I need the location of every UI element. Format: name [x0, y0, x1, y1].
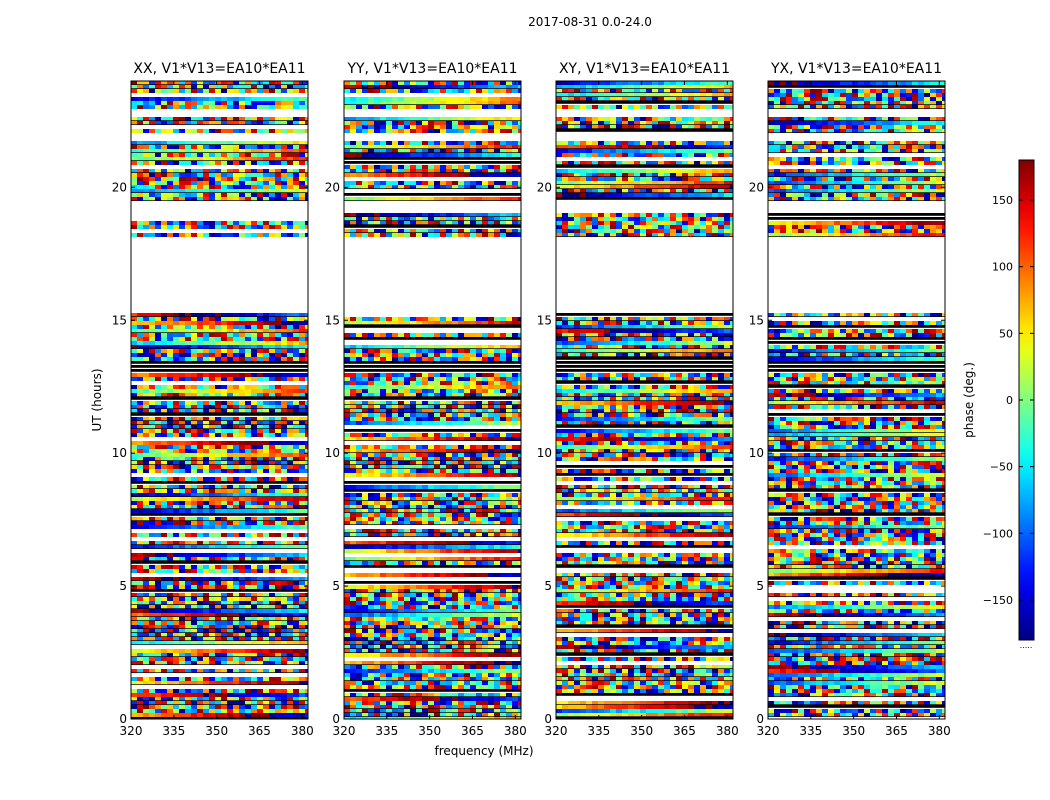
phase-heatmap [556, 81, 733, 719]
y-tick-label: 0 [119, 712, 127, 726]
colorbar: 150 100 50 0 −50 −100 −150 [983, 159, 1035, 641]
y-tick-label: 5 [119, 579, 127, 593]
y-tick-label: 20 [325, 180, 340, 194]
colorbar-tick-label: −50 [990, 461, 1013, 474]
panel-title: XY, V1*V13=EA10*EA11 [559, 61, 730, 77]
y-tick-label: 15 [112, 313, 127, 327]
x-axis-label: frequency (MHz) [434, 744, 533, 758]
panel-yx: YX, V1*V13=EA10*EA11 320 335 350 365 380 0 5 10 1… [749, 61, 951, 738]
y-tick-label: 5 [756, 579, 764, 593]
x-tick-label: 365 [673, 724, 696, 738]
figure-suptitle: 2017-08-31 0.0-24.0 [528, 15, 652, 29]
colorbar-tick-label: −100 [983, 527, 1013, 540]
y-tick-label: 5 [332, 579, 340, 593]
panel-xx: XX, V1*V13=EA10*EA11 320 335 350 365 380 0 5 10 1… [112, 61, 314, 738]
colorbar-tick-label: 150 [992, 194, 1013, 207]
y-tick-label: 10 [112, 446, 127, 460]
y-tick-label: 0 [756, 712, 764, 726]
panel-frame [130, 80, 309, 720]
y-tick-label: 15 [325, 313, 340, 327]
x-tick-label: 320 [333, 724, 356, 738]
x-tick-label: 380 [716, 724, 739, 738]
x-tick-label: 350 [630, 724, 653, 738]
phase-heatmap [768, 81, 945, 719]
panel-yy: YY, V1*V13=EA10*EA11 320 335 350 365 380 0 5 10 1… [325, 61, 527, 738]
x-tick-label: 320 [120, 724, 143, 738]
panel-title: XX, V1*V13=EA10*EA11 [133, 61, 305, 77]
colorbar-tick-label: 0 [1006, 394, 1013, 407]
panel-frame [343, 80, 522, 720]
x-tick-label: 320 [545, 724, 568, 738]
y-tick-label: 20 [537, 180, 552, 194]
y-tick-label: 10 [325, 446, 340, 460]
x-tick-label: 350 [842, 724, 865, 738]
panel-frame [555, 80, 734, 720]
y-tick-label: 10 [749, 446, 764, 460]
footer-mark: ..... [1020, 641, 1033, 650]
x-tick-label: 335 [587, 724, 610, 738]
x-tick-label: 350 [205, 724, 228, 738]
y-tick-label: 10 [537, 446, 552, 460]
y-axis-label: UT (hours) [90, 368, 104, 431]
y-tick-label: 0 [544, 712, 552, 726]
x-tick-label: 365 [461, 724, 484, 738]
colorbar-tick-label: 100 [992, 261, 1013, 274]
x-tick-label: 350 [418, 724, 441, 738]
phase-heatmap [344, 81, 521, 719]
colorbar-tick-label: −150 [983, 594, 1013, 607]
y-tick-label: 20 [112, 180, 127, 194]
x-tick-label: 380 [928, 724, 951, 738]
x-tick-label: 335 [375, 724, 398, 738]
x-tick-label: 320 [757, 724, 780, 738]
panel-title: YY, V1*V13=EA10*EA11 [346, 61, 517, 77]
y-tick-label: 15 [537, 313, 552, 327]
phase-heatmap [131, 81, 308, 719]
panel-title: YX, V1*V13=EA10*EA11 [770, 61, 942, 77]
x-tick-label: 380 [504, 724, 527, 738]
x-tick-label: 335 [799, 724, 822, 738]
panel-xy: XY, V1*V13=EA10*EA11 320 335 350 365 380 0 5 10 1… [537, 61, 739, 738]
panels-group: XX, V1*V13=EA10*EA11 320 335 350 365 380 0 5 10 1… [112, 61, 951, 738]
x-tick-label: 365 [885, 724, 908, 738]
colorbar-label: phase (deg.) [962, 362, 976, 438]
panel-frame [767, 80, 946, 720]
x-tick-label: 380 [291, 724, 314, 738]
x-tick-label: 365 [248, 724, 271, 738]
y-tick-label: 0 [332, 712, 340, 726]
y-tick-label: 5 [544, 579, 552, 593]
y-tick-label: 20 [749, 180, 764, 194]
x-tick-label: 335 [162, 724, 185, 738]
colorbar-tick-label: 50 [999, 327, 1013, 340]
y-tick-label: 15 [749, 313, 764, 327]
